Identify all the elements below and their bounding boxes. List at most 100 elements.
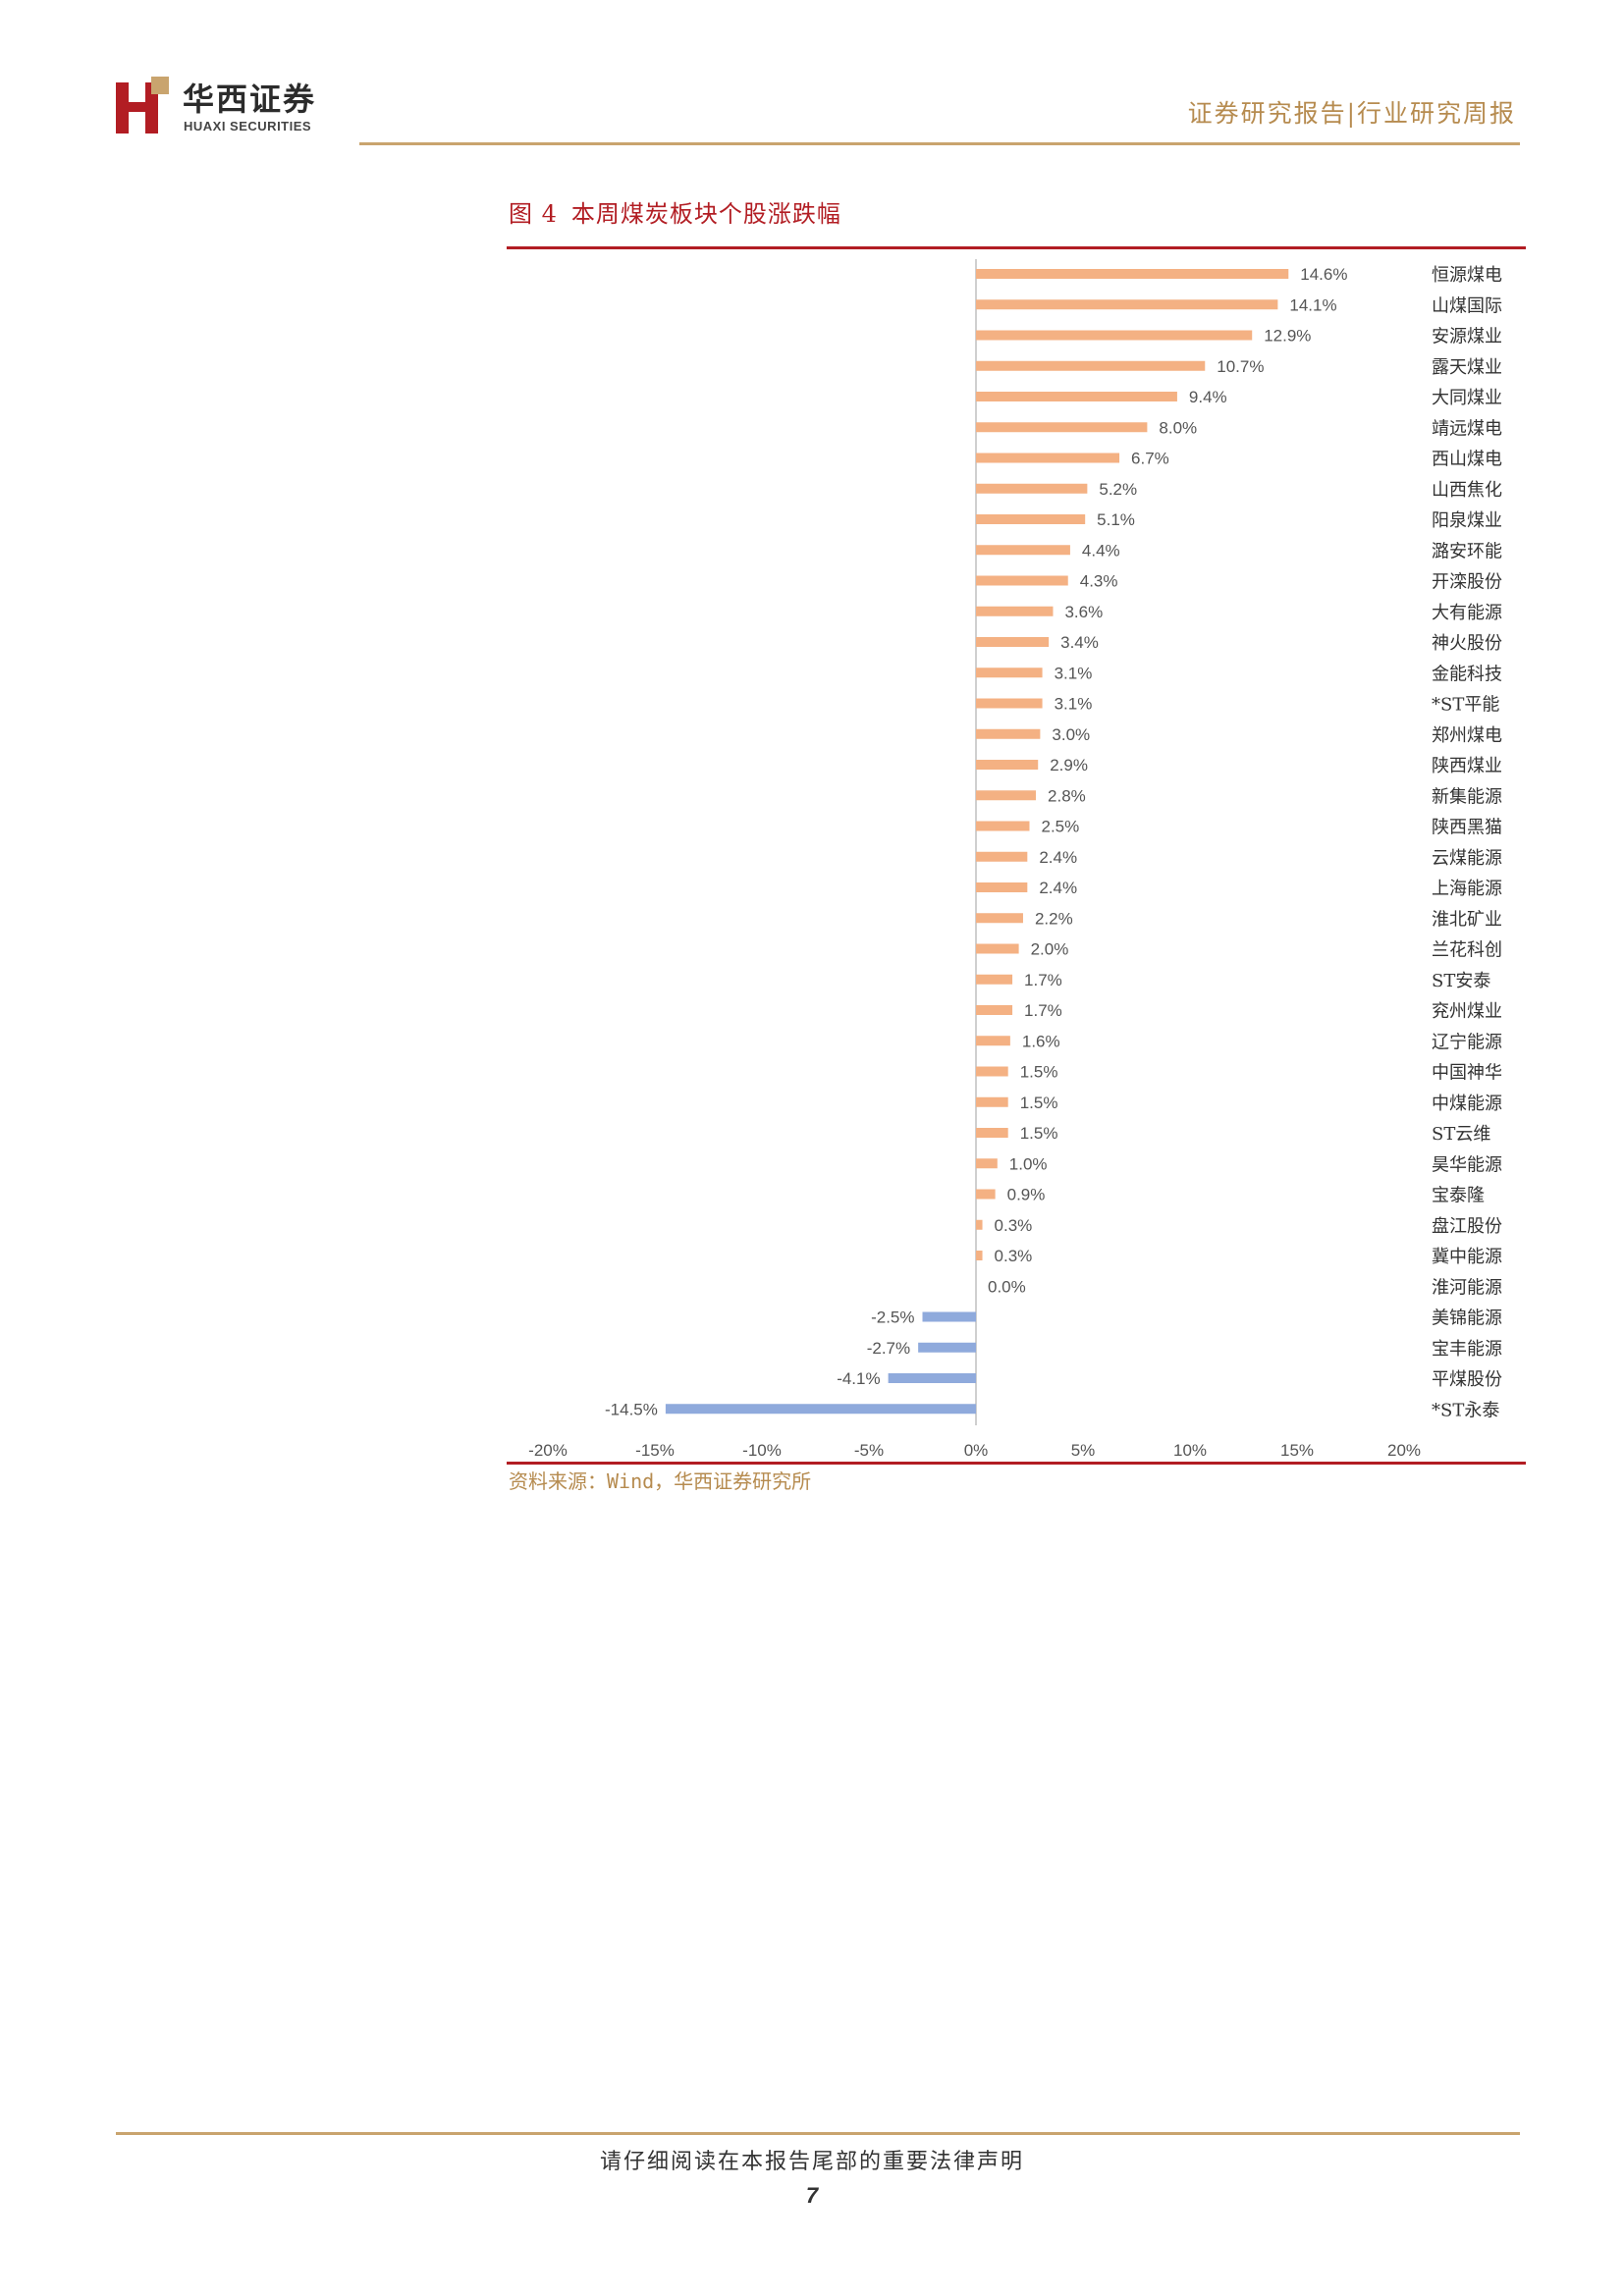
bar-18 [976, 821, 1030, 831]
bar-25 [976, 1036, 1010, 1046]
x-tick-label-4: 0% [964, 1441, 989, 1460]
brand-name-en: HUAXI SECURITIES [184, 119, 312, 133]
bar-category-label-9: 潞安环能 [1432, 541, 1502, 561]
bar-value-label-28: 1.5% [1020, 1124, 1058, 1143]
bar-category-label-3: 露天煤业 [1432, 357, 1502, 378]
bar-value-label-0: 14.6% [1300, 265, 1347, 284]
bar-14 [976, 698, 1043, 709]
huaxi-logo-icon [116, 77, 169, 133]
bar-category-label-28: ST云维 [1432, 1124, 1490, 1145]
bar-category-label-2: 安源煤业 [1432, 327, 1502, 347]
bar-21 [976, 913, 1023, 924]
bar-category-label-30: 宝泰隆 [1432, 1186, 1485, 1206]
bar-category-label-27: 中煤能源 [1432, 1094, 1502, 1114]
bar-category-label-19: 云煤能源 [1432, 848, 1502, 869]
bar-22 [976, 943, 1019, 954]
x-tick-label-0: -20% [528, 1441, 568, 1460]
bar-value-label-9: 4.4% [1082, 541, 1120, 560]
bar-value-label-1: 14.1% [1289, 295, 1336, 314]
bar-32 [976, 1251, 983, 1260]
x-tick-label-5: 5% [1071, 1441, 1096, 1460]
report-type: 证券研究报告|行业研究周报 [1187, 99, 1516, 128]
bar-value-label-5: 8.0% [1159, 418, 1197, 437]
header-divider [359, 142, 1520, 145]
x-tick-label-7: 15% [1280, 1441, 1314, 1460]
bar-value-label-20: 2.4% [1039, 879, 1077, 897]
bar-category-label-1: 山煤国际 [1432, 295, 1502, 316]
bar-category-label-8: 阳泉煤业 [1432, 510, 1502, 531]
bar-20 [976, 882, 1028, 892]
bar-24 [976, 1005, 1013, 1015]
bar-value-label-26: 1.5% [1020, 1063, 1058, 1082]
bar-10 [976, 575, 1068, 586]
bar-value-label-19: 2.4% [1039, 848, 1077, 867]
x-tick-label-2: -10% [742, 1441, 782, 1460]
bar-value-label-36: -4.1% [837, 1369, 880, 1388]
x-tick-label-1: -15% [635, 1441, 675, 1460]
bar-value-label-6: 6.7% [1131, 450, 1169, 468]
figure-top-rule [507, 246, 1526, 249]
bar-category-label-21: 淮北矿业 [1432, 909, 1502, 930]
brand-name-cn: 华西证券 [183, 80, 317, 118]
bar-category-label-23: ST安泰 [1432, 971, 1490, 991]
bar-13 [976, 667, 1043, 678]
bar-5 [976, 422, 1148, 433]
bar-value-label-33: 0.0% [988, 1277, 1026, 1296]
bar-29 [976, 1158, 998, 1169]
figure-number: 图 4 [509, 200, 558, 228]
bar-category-label-0: 恒源煤电 [1432, 265, 1502, 286]
bar-category-label-14: *ST平能 [1432, 695, 1499, 716]
bar-value-label-24: 1.7% [1024, 1001, 1062, 1020]
bar-34 [922, 1311, 976, 1322]
bar-1 [976, 299, 1278, 310]
bar-value-label-3: 10.7% [1217, 357, 1264, 376]
bar-value-label-12: 3.4% [1060, 633, 1099, 652]
x-tick-label-6: 10% [1173, 1441, 1207, 1460]
bar-category-label-15: 郑州煤电 [1432, 725, 1502, 746]
figure-title-text: 本周煤炭板块个股涨跌幅 [570, 200, 841, 228]
bar-category-label-5: 靖远煤电 [1432, 418, 1502, 439]
bar-category-label-17: 新集能源 [1432, 786, 1502, 807]
bar-category-label-6: 西山煤电 [1432, 450, 1502, 470]
bar-category-label-11: 大有能源 [1432, 603, 1502, 623]
bar-category-label-4: 大同煤业 [1432, 388, 1502, 408]
bar-value-label-29: 1.0% [1009, 1154, 1048, 1173]
bar-value-label-11: 3.6% [1064, 603, 1103, 621]
bar-value-label-27: 1.5% [1020, 1094, 1058, 1112]
bar-category-label-35: 宝丰能源 [1432, 1339, 1502, 1360]
bar-8 [976, 514, 1086, 524]
bar-23 [976, 974, 1013, 985]
bar-category-label-16: 陕西煤业 [1432, 756, 1502, 776]
bar-value-label-37: -14.5% [605, 1400, 658, 1418]
bar-36 [888, 1373, 976, 1383]
bar-category-label-20: 上海能源 [1432, 879, 1502, 899]
bar-30 [976, 1189, 996, 1200]
bar-category-label-33: 淮河能源 [1432, 1277, 1502, 1298]
figure-title: 图 4 本周煤炭板块个股涨跌幅 [509, 194, 841, 229]
bar-2 [976, 330, 1253, 341]
bar-value-label-31: 0.3% [995, 1216, 1033, 1235]
bar-15 [976, 728, 1041, 739]
bar-category-label-37: *ST永泰 [1432, 1400, 1499, 1420]
bar-value-label-21: 2.2% [1035, 909, 1073, 928]
bar-6 [976, 453, 1120, 463]
bar-category-label-10: 开滦股份 [1432, 572, 1502, 593]
bar-4 [976, 392, 1177, 401]
bar-17 [976, 790, 1037, 801]
bar-value-label-32: 0.3% [995, 1247, 1033, 1265]
bar-11 [976, 606, 1054, 616]
bar-0 [976, 269, 1289, 279]
bar-19 [976, 851, 1028, 862]
figure-bottom-rule [507, 1462, 1526, 1465]
bar-category-label-7: 山西焦化 [1432, 480, 1502, 501]
bar-31 [976, 1219, 983, 1230]
x-tick-label-8: 20% [1387, 1441, 1421, 1460]
bar-value-label-13: 3.1% [1055, 664, 1093, 682]
bar-27 [976, 1096, 1008, 1107]
bar-value-label-35: -2.7% [867, 1339, 910, 1358]
footer-divider [116, 2132, 1520, 2135]
bar-26 [976, 1066, 1008, 1077]
bar-value-label-17: 2.8% [1048, 786, 1086, 805]
x-tick-label-3: -5% [854, 1441, 884, 1460]
bar-value-label-34: -2.5% [871, 1308, 914, 1327]
